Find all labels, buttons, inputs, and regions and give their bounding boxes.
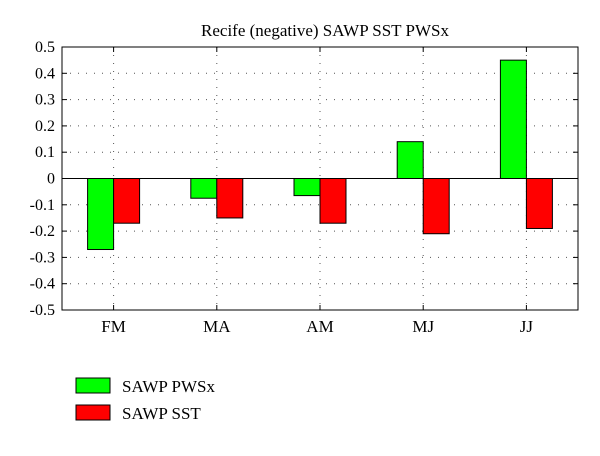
- bar-sawp-sst-fm: [113, 178, 141, 224]
- y-tick-label: 0.3: [35, 92, 55, 109]
- y-tick-label: 0.2: [35, 118, 55, 135]
- legend-swatch-sst: [75, 404, 111, 421]
- bar-sawp-pwsx-fm: [87, 178, 115, 251]
- legend: SAWP PWSx SAWP SST: [75, 377, 215, 423]
- x-tick-label: MA: [203, 317, 231, 336]
- legend-swatch-pwsx: [75, 377, 111, 394]
- y-tick-label: -0.3: [30, 249, 55, 266]
- bar-sawp-sst-ma: [216, 178, 244, 219]
- y-tick-label: 0.1: [35, 144, 55, 161]
- y-tick-label: 0.4: [35, 65, 55, 82]
- x-tick-label: MJ: [412, 317, 434, 336]
- bar-sawp-sst-mj: [422, 178, 450, 235]
- x-tick-label: JJ: [520, 317, 534, 336]
- y-tick-label: -0.1: [30, 197, 55, 214]
- bar-sawp-pwsx-ma: [190, 178, 218, 199]
- y-tick-label: -0.5: [30, 302, 55, 319]
- bar-sawp-pwsx-jj: [499, 59, 527, 179]
- y-tick-label: -0.2: [30, 223, 55, 240]
- x-tick-label: FM: [101, 317, 126, 336]
- y-axis-ticks: 0.5 0.4 0.3 0.2 0.1 0 -0.1 -0.2 -0.3 -0.4 -0.5: [30, 39, 578, 319]
- y-tick-label: 0: [47, 171, 55, 188]
- chart-title: Recife (negative) SAWP SST PWSx: [201, 21, 449, 40]
- bar-sawp-sst-jj: [525, 178, 553, 229]
- y-tick-label: -0.4: [30, 276, 55, 293]
- legend-label-pwsx: SAWP PWSx: [122, 377, 215, 396]
- x-tick-label: AM: [306, 317, 333, 336]
- bar-sawp-pwsx-mj: [396, 141, 424, 179]
- x-axis-ticks: FM MA AM MJ JJ: [101, 47, 533, 336]
- legend-label-sst: SAWP SST: [122, 404, 201, 423]
- y-tick-label: 0.5: [35, 39, 55, 56]
- bar-sawp-pwsx-am: [293, 178, 321, 197]
- bars: [87, 59, 553, 251]
- bar-sawp-sst-am: [319, 178, 347, 224]
